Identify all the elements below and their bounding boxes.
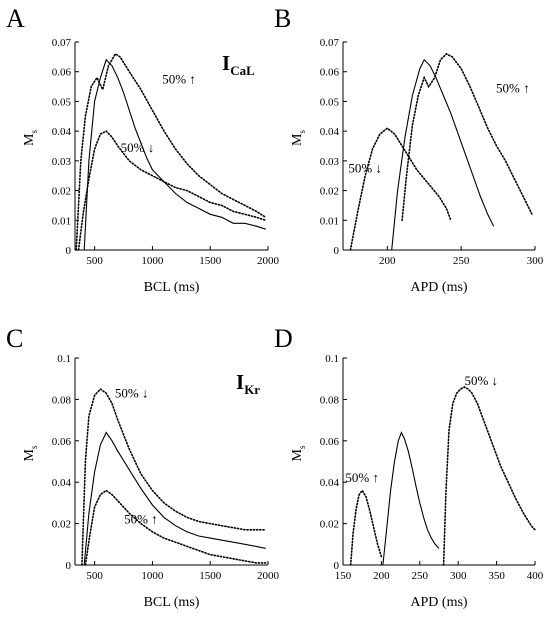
panel-d-ytick-label: 0.04 — [320, 477, 340, 489]
current-label-ikr: IKr — [236, 370, 260, 397]
panel-d-ytick-label: 0.06 — [320, 436, 340, 448]
panel-b-ytick-label: 0.03 — [320, 156, 340, 168]
panel-c-ytick-label: 0.1 — [57, 353, 71, 365]
panel-d-xtick-label: 350 — [488, 570, 505, 582]
panel-d-xlabel: APD (ms) — [410, 595, 468, 610]
panel-d: 0 0.02 0.04 0.06 0.08 0.1 150 200 250 300 350 400 AP… — [290, 353, 544, 610]
panel-d-xtick-label: 300 — [450, 570, 467, 582]
panel-b-xtick-label: 250 — [453, 255, 470, 267]
panel-a-annotation-1: 50% ↓ — [121, 140, 155, 155]
panel-c-xtick-label: 1000 — [141, 570, 164, 582]
panel-a-series-dotted-1 — [75, 52, 267, 251]
panel-a-ytick-label: 0.06 — [52, 67, 72, 79]
panel-a-series-solid — [83, 58, 266, 251]
panel-c-series-dotted-2 — [84, 489, 267, 566]
panel-b-ylabel: Ms — [290, 130, 307, 146]
panel-c-ytick-label: 0.02 — [52, 519, 71, 531]
panel-a-ytick-label: 0.02 — [52, 186, 71, 198]
current-label-ical-sub: CaL — [230, 63, 255, 78]
panel-a-xtick-label: 2000 — [257, 255, 280, 267]
panel-d-series-solid — [382, 431, 440, 566]
panel-d-ylabel: Ms — [290, 445, 307, 461]
panel-c-ytick-label: 0.06 — [52, 436, 72, 448]
panel-b-ytick-label: 0.02 — [320, 186, 339, 198]
panel-b: 0 0.01 0.02 0.03 0.04 0.05 0.06 0.07 200 250 300 AP… — [290, 37, 544, 295]
panel-d-xtick-label: 400 — [527, 570, 544, 582]
panel-d-series-dotted-2 — [349, 489, 383, 566]
panel-b-series-solid — [391, 58, 495, 251]
panel-b-series-dotted-2 — [349, 127, 452, 251]
current-label-ikr-main: I — [236, 370, 244, 394]
panel-b-series-dotted-1 — [401, 52, 533, 222]
panel-b-annotation-1: 50% ↓ — [348, 161, 382, 176]
panel-a-xtick-label: 500 — [86, 255, 103, 267]
panel-c-xtick-label: 2000 — [257, 570, 280, 582]
panel-c-xlabel: BCL (ms) — [144, 595, 200, 610]
panel-c-xtick-label: 500 — [86, 570, 103, 582]
panel-d-ytick-label: 0.1 — [325, 353, 339, 365]
panel-b-ytick-label: 0.07 — [320, 37, 340, 49]
panel-b-xtick-label: 200 — [379, 255, 396, 267]
panel-a-ytick-label: 0.04 — [52, 126, 72, 138]
panel-d-ylabel-sub: s — [297, 445, 307, 449]
panel-a-ylabel-sub: s — [29, 130, 39, 134]
panel-a-ytick-label: 0.05 — [52, 96, 72, 108]
panel-d-xtick-label: 250 — [412, 570, 429, 582]
panel-letter-d: D — [274, 324, 293, 353]
panel-letter-a: A — [6, 4, 25, 33]
panel-b-ytick-label: 0.05 — [320, 96, 340, 108]
panel-letter-c: C — [6, 324, 23, 353]
panel-b-ylabel-sub: s — [297, 130, 307, 134]
panel-c-series-dotted-1 — [81, 388, 267, 566]
panel-c-xtick-label: 1500 — [199, 570, 222, 582]
panel-d-annotation-1: 50% ↑ — [345, 470, 379, 485]
panel-a-ylabel-main: M — [22, 133, 37, 146]
panel-a-ytick-label: 0.01 — [52, 215, 71, 227]
current-label-ical: ICaL — [222, 51, 255, 78]
panel-d-ylabel-main: M — [290, 448, 305, 461]
panel-a-xtick-label: 1500 — [199, 255, 222, 267]
panel-d-ytick-label: 0.02 — [320, 519, 339, 531]
panel-d-xtick-label: 150 — [335, 570, 352, 582]
panel-b-ylabel-main: M — [290, 133, 305, 146]
panel-a-series-dotted-2 — [77, 130, 267, 251]
panel-d-ytick-label: 0.08 — [320, 394, 340, 406]
panel-a-annotation-0: 50% ↑ — [162, 72, 196, 87]
panel-c-ytick-label: 0 — [66, 560, 72, 572]
panel-b-xtick-label: 300 — [527, 255, 544, 267]
panel-d-annotation-0: 50% ↓ — [464, 373, 498, 388]
panel-b-ytick-label: 0 — [334, 245, 340, 257]
panel-b-ytick-label: 0.06 — [320, 67, 340, 79]
current-label-ical-main: I — [222, 51, 230, 75]
panel-c-ytick-label: 0.04 — [52, 477, 72, 489]
panel-a-ylabel: Ms — [22, 130, 39, 146]
panel-b-xlabel: APD (ms) — [410, 280, 468, 295]
panel-c-annotation-1: 50% ↑ — [124, 512, 158, 527]
panel-c-ylabel-sub: s — [29, 445, 39, 449]
panel-d-xtick-label: 200 — [373, 570, 390, 582]
panel-a-xtick-label: 1000 — [141, 255, 164, 267]
panel-a-ytick-label: 0.07 — [52, 37, 72, 49]
panel-c-ylabel: Ms — [22, 445, 39, 461]
panel-letter-b: B — [274, 4, 291, 33]
panel-c-ytick-label: 0.08 — [52, 394, 72, 406]
current-label-ikr-sub: Kr — [244, 382, 260, 397]
panel-c-ylabel-main: M — [22, 448, 37, 461]
panel-b-annotation-0: 50% ↑ — [496, 81, 530, 96]
panel-a-xlabel: BCL (ms) — [144, 280, 200, 295]
panel-b-ytick-label: 0.01 — [320, 215, 339, 227]
panel-a: 0 0.01 0.02 0.03 0.04 0.05 0.06 0.07 500 1000 1500… — [22, 37, 280, 295]
panel-d-ytick-label: 0 — [334, 560, 340, 572]
panel-a-ytick-label: 0.03 — [52, 156, 72, 168]
panel-d-series-dotted-1 — [442, 386, 536, 566]
panel-c-series-solid — [83, 431, 266, 566]
panel-b-ytick-label: 0.04 — [320, 126, 340, 138]
panel-c-annotation-0: 50% ↓ — [115, 385, 149, 400]
panel-c: 0 0.02 0.04 0.06 0.08 0.1 500 1000 1500 2000 BCL (… — [22, 353, 280, 610]
panel-a-ytick-label: 0 — [66, 245, 72, 257]
